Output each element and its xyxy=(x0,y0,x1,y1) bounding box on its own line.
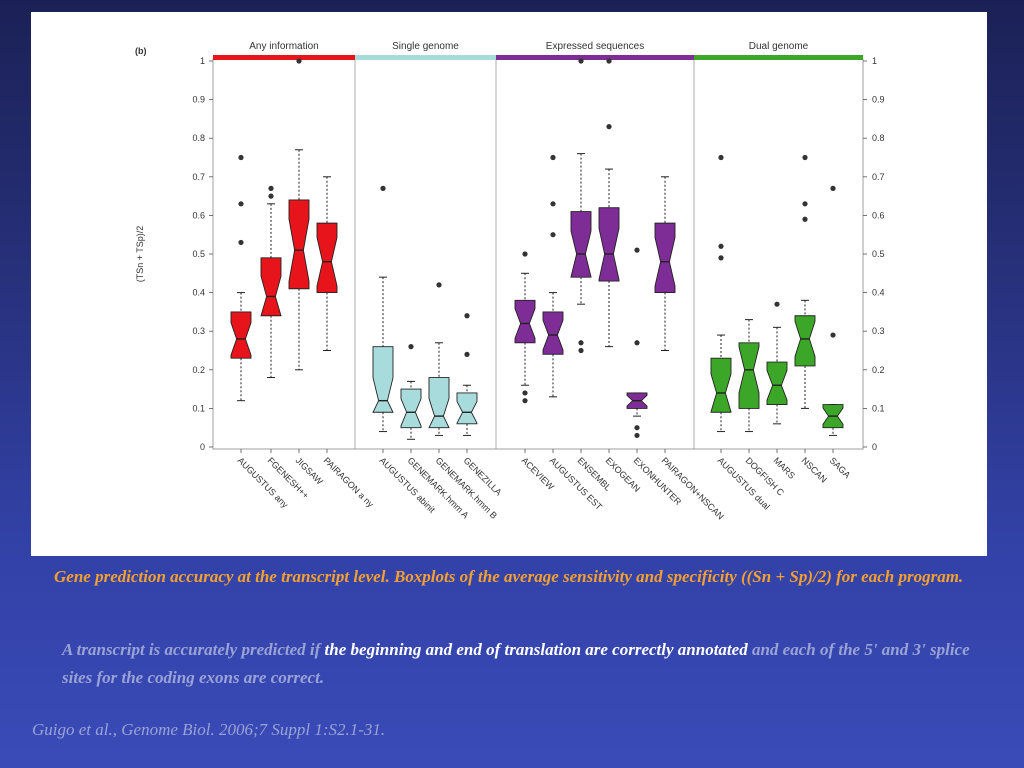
box xyxy=(570,211,592,278)
y-tick-label-left: 0.6 xyxy=(192,210,205,220)
y-tick-label-right: 1 xyxy=(872,56,877,66)
box xyxy=(654,222,676,294)
note-highlight: the beginning and end of translation are… xyxy=(324,640,748,659)
outlier-point xyxy=(380,185,386,191)
y-tick-label-right: 0.7 xyxy=(872,172,885,182)
outlier-point xyxy=(830,332,836,338)
outlier-point xyxy=(464,313,470,319)
y-axis-label: (TSn + TSp)/2 xyxy=(135,226,145,283)
box xyxy=(542,311,564,355)
group-title: Expressed sequences xyxy=(546,41,644,52)
group-title: Dual genome xyxy=(749,41,809,52)
panel-label: (b) xyxy=(135,46,147,56)
boxplot-figure: (b) 0 0 0.1 0.1 0.2 0.2 0.3 0.3 0.4 0.4 0.5 0.5 0.6 0.… xyxy=(31,12,987,556)
outlier-point xyxy=(268,193,274,199)
figure-caption: Gene prediction accuracy at the transcri… xyxy=(54,567,964,586)
outlier-point xyxy=(634,340,640,346)
outlier-point xyxy=(550,232,556,238)
y-tick-label-right: 0.3 xyxy=(872,326,885,336)
outlier-point xyxy=(578,58,584,64)
outlier-point xyxy=(634,432,640,439)
group-title: Any information xyxy=(249,41,318,52)
definition-note: A transcript is accurately predicted if … xyxy=(62,636,1002,692)
box xyxy=(230,311,252,359)
y-tick-label-left: 0.1 xyxy=(192,403,205,413)
x-tick-label: SAGA xyxy=(828,455,853,480)
y-tick-label-right: 0.1 xyxy=(872,403,885,413)
y-tick-label-left: 0.3 xyxy=(192,326,205,336)
box xyxy=(456,392,478,425)
outlier-point xyxy=(578,347,584,354)
y-tick-label-right: 0.9 xyxy=(872,95,885,105)
outlier-point xyxy=(634,425,640,431)
plot-frame xyxy=(212,58,864,450)
y-tick-label-right: 0.4 xyxy=(872,288,885,298)
outlier-point xyxy=(718,243,724,249)
box xyxy=(372,346,394,413)
box xyxy=(428,377,450,429)
y-tick-label-left: 0.8 xyxy=(192,133,205,143)
group-bar xyxy=(694,55,863,60)
outlier-point xyxy=(578,340,584,346)
y-tick-label-left: 0.2 xyxy=(192,365,205,375)
y-tick-label-left: 0.7 xyxy=(192,172,205,182)
box xyxy=(598,207,620,282)
outlier-point xyxy=(522,390,528,396)
x-tick-label: PAIRAGON a ny xyxy=(322,455,376,509)
y-tick-label-right: 0.2 xyxy=(872,365,885,375)
x-tick-label: AUGUSTUS abinit xyxy=(378,455,438,515)
y-tick-label-right: 0.8 xyxy=(872,133,885,143)
outlier-point xyxy=(718,255,724,261)
outlier-point xyxy=(238,239,244,246)
outlier-point xyxy=(296,58,302,64)
outlier-point xyxy=(802,201,808,207)
outlier-point xyxy=(550,154,556,161)
box xyxy=(288,199,310,290)
outlier-point xyxy=(408,344,414,350)
group-title: Single genome xyxy=(392,41,459,52)
x-tick-label: AUGUSTUS dual xyxy=(716,455,772,511)
box xyxy=(316,222,338,294)
x-tick-label: MARS xyxy=(772,455,797,480)
outlier-point xyxy=(774,301,780,307)
y-tick-label-right: 0 xyxy=(872,442,877,452)
box xyxy=(710,357,732,413)
outlier-point xyxy=(634,247,640,253)
group-bar xyxy=(355,55,496,60)
y-tick-label-left: 0 xyxy=(200,442,205,452)
outlier-point xyxy=(436,282,442,288)
outlier-point xyxy=(606,58,612,64)
boxplot-chart: (b) 0 0 0.1 0.1 0.2 0.2 0.3 0.3 0.4 0.4 0.5 0.5 0.6 0.… xyxy=(135,41,885,522)
x-tick-label: NSCAN xyxy=(800,455,829,484)
outlier-point xyxy=(718,154,724,161)
outlier-point xyxy=(522,398,528,404)
y-tick-label-left: 0.5 xyxy=(192,249,205,259)
box xyxy=(738,342,760,409)
note-part-1: A transcript is accurately predicted if xyxy=(62,640,325,659)
outlier-point xyxy=(550,201,556,207)
y-tick-label-right: 0.5 xyxy=(872,249,885,259)
box xyxy=(514,299,536,344)
outlier-point xyxy=(830,185,836,191)
outlier-point xyxy=(522,251,528,257)
y-tick-label-left: 1 xyxy=(200,56,205,66)
note-part-2: and each of the 5' and 3' splice sites f… xyxy=(62,640,970,687)
outlier-point xyxy=(268,185,274,191)
outlier-point xyxy=(802,216,808,222)
outlier-point xyxy=(606,124,612,130)
group-bar xyxy=(496,55,694,60)
box xyxy=(400,388,422,429)
y-tick-label-right: 0.6 xyxy=(872,210,885,220)
box xyxy=(260,257,282,317)
outlier-point xyxy=(802,154,808,161)
box xyxy=(794,315,816,367)
outlier-point xyxy=(464,351,470,357)
outlier-point xyxy=(238,154,244,161)
y-tick-label-left: 0.9 xyxy=(192,95,205,105)
citation: Guigo et al., Genome Biol. 2006;7 Suppl … xyxy=(32,720,386,739)
box xyxy=(766,361,788,405)
y-tick-label-left: 0.4 xyxy=(192,288,205,298)
group-bar xyxy=(213,55,355,60)
outlier-point xyxy=(238,201,244,207)
